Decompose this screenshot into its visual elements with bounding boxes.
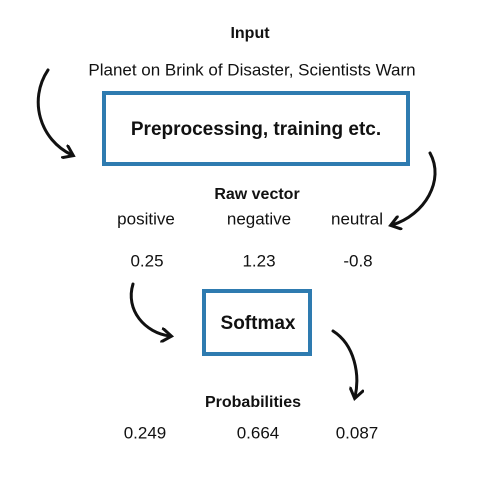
arrow bbox=[392, 151, 437, 225]
probability-value: 0.249 bbox=[124, 423, 167, 442]
probabilities-title: Probabilities bbox=[205, 394, 301, 411]
raw-vector-title: Raw vector bbox=[214, 186, 299, 203]
probability-value: 0.664 bbox=[237, 423, 280, 442]
input-text: Planet on Brink of Disaster, Scientists … bbox=[88, 60, 415, 79]
input-title: Input bbox=[230, 25, 270, 42]
softmax-box bbox=[202, 289, 312, 356]
arrow bbox=[129, 282, 170, 336]
raw-label: positive bbox=[117, 209, 175, 228]
probability-value: 0.087 bbox=[336, 423, 379, 442]
raw-value: 1.23 bbox=[242, 251, 275, 270]
raw-value: 0.25 bbox=[130, 251, 163, 270]
softmax-label: Softmax bbox=[221, 313, 296, 334]
arrow bbox=[331, 329, 357, 397]
raw-label: neutral bbox=[331, 209, 383, 228]
raw-value: -0.8 bbox=[343, 251, 372, 270]
raw-label: negative bbox=[227, 209, 291, 228]
arrow bbox=[36, 68, 72, 155]
preprocessing-box bbox=[102, 91, 410, 166]
preprocessing-label: Preprocessing, training etc. bbox=[131, 119, 381, 140]
